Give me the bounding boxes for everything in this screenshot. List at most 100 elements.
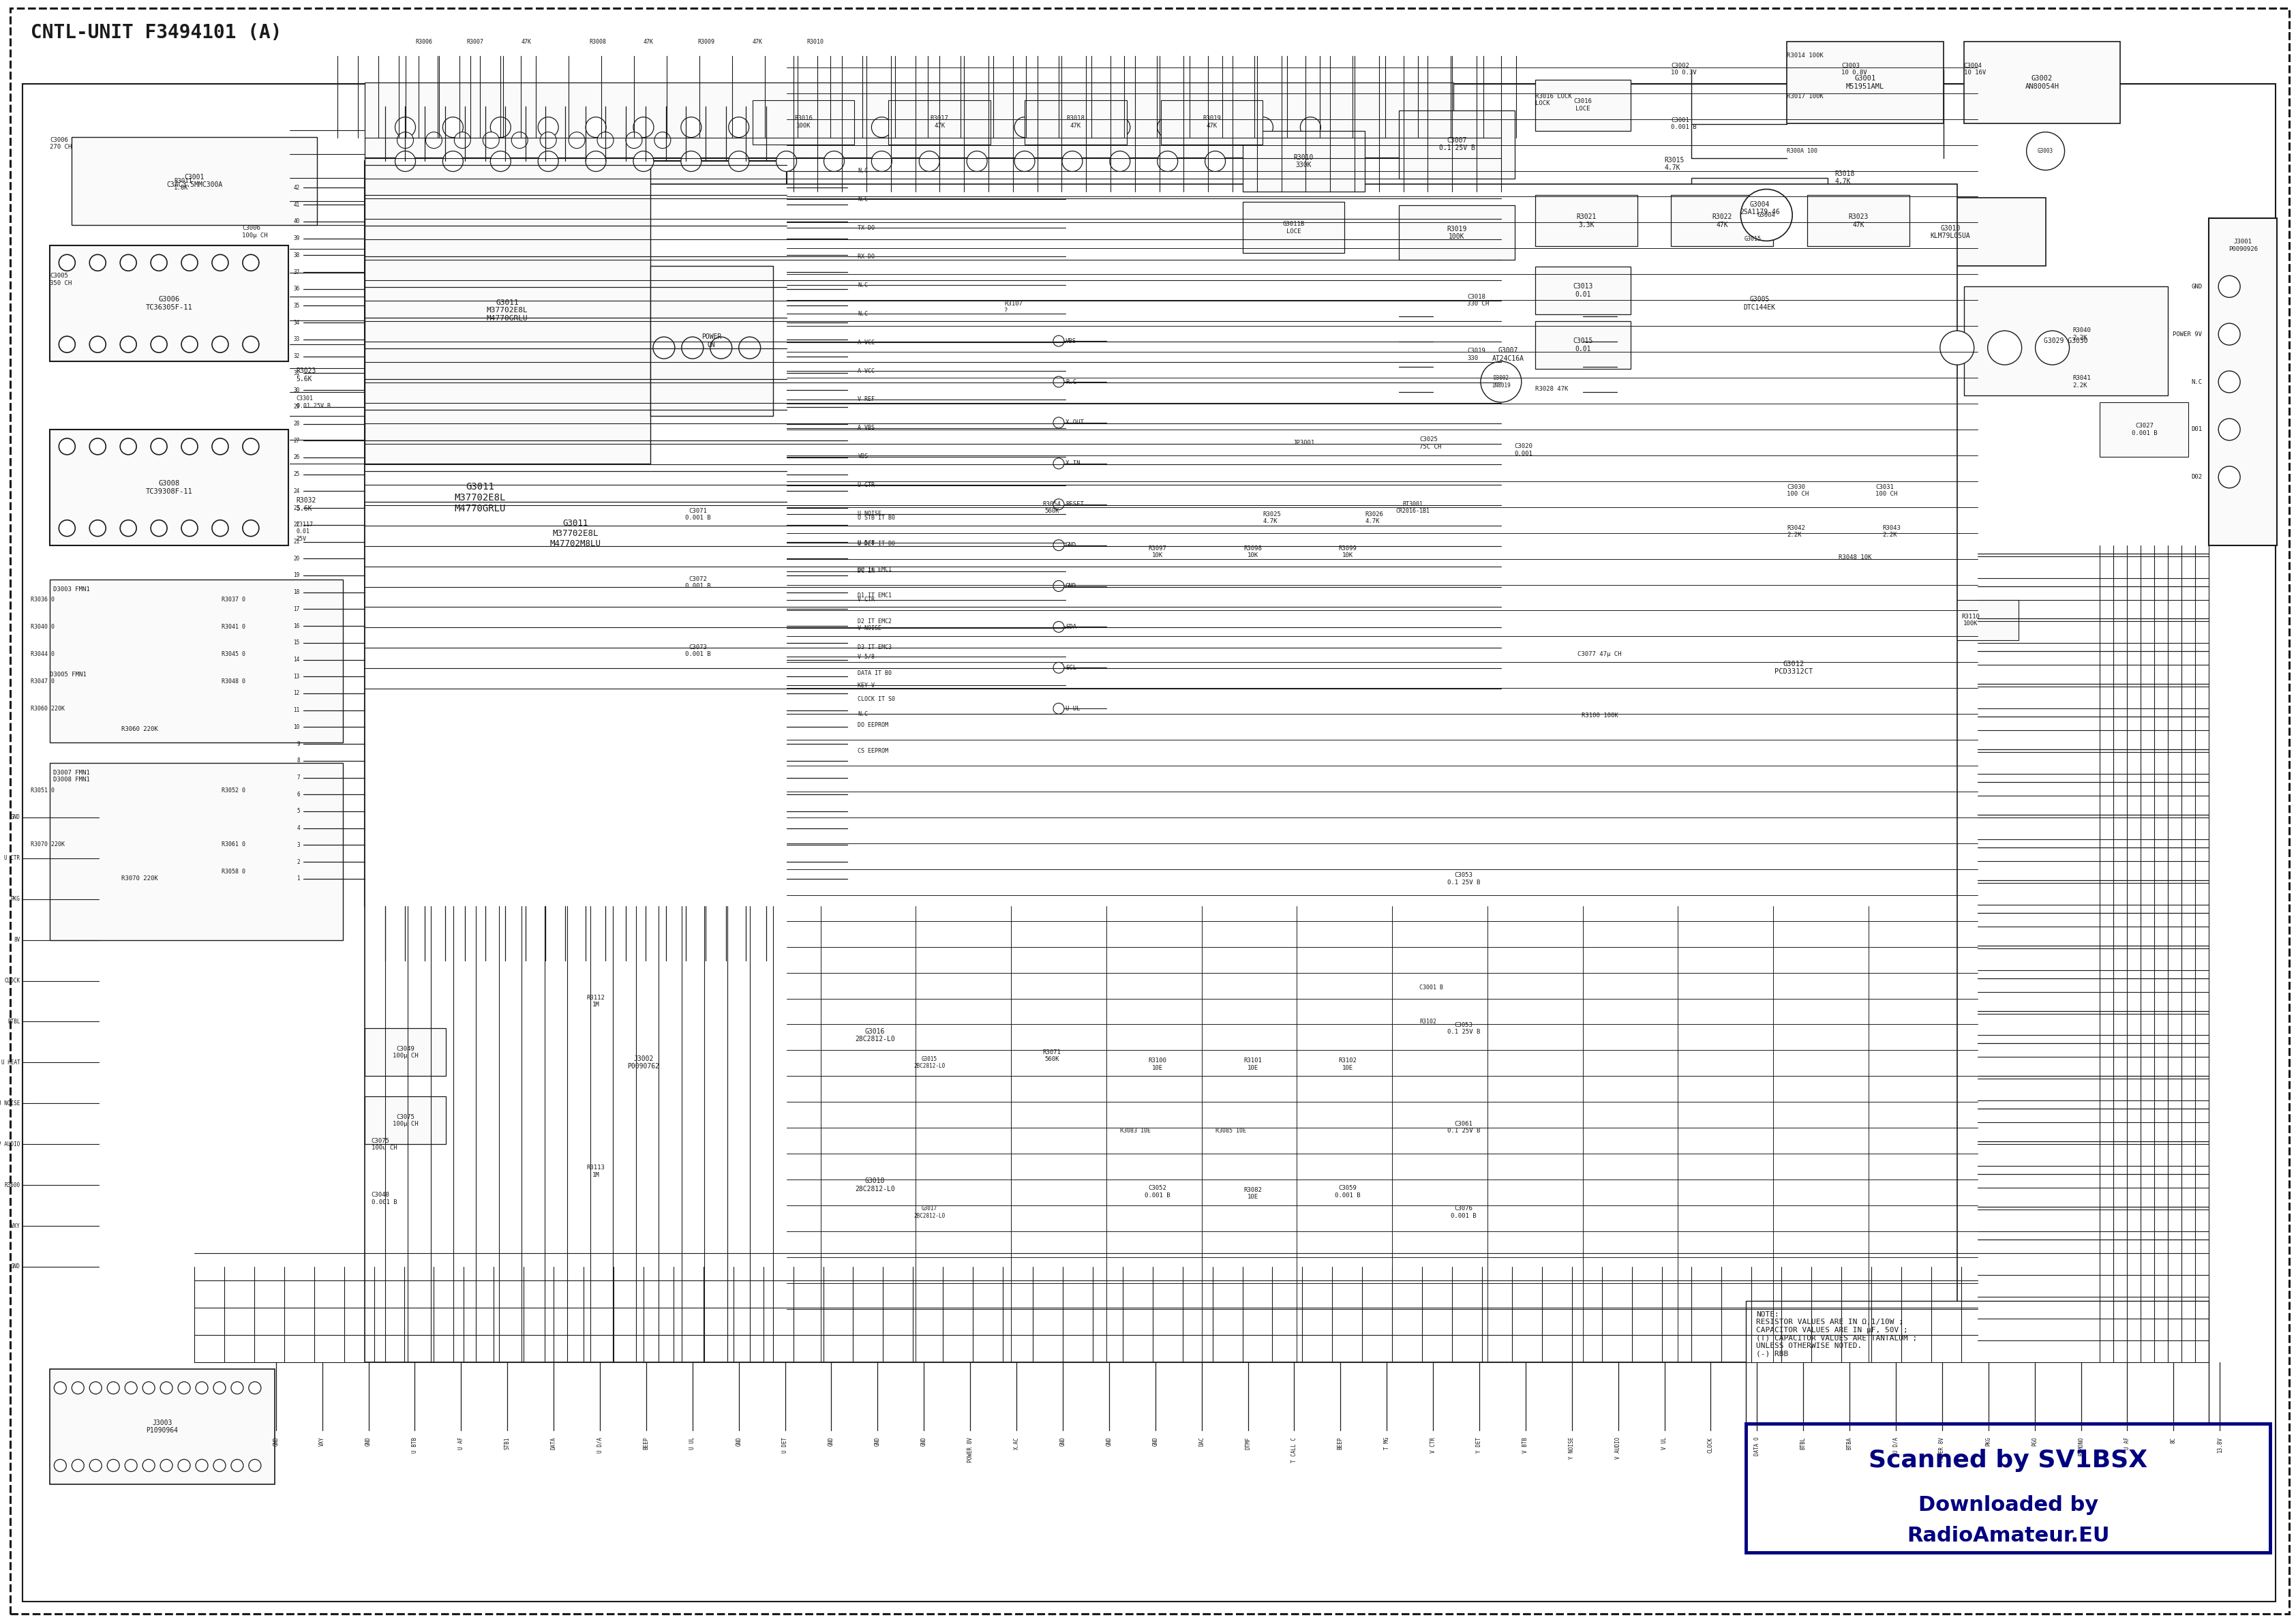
Text: 16: 16 — [294, 623, 301, 629]
Text: U UL: U UL — [1065, 706, 1079, 712]
Text: N.C: N.C — [859, 282, 868, 289]
Text: N.C: N.C — [859, 311, 868, 316]
Circle shape — [1697, 707, 1713, 723]
Bar — [1215, 1046, 1290, 1083]
Circle shape — [90, 521, 106, 537]
Text: R3028 47K: R3028 47K — [1536, 386, 1568, 391]
Bar — [753, 101, 854, 144]
Text: T CALL C: T CALL C — [1290, 1437, 1297, 1461]
Text: POWER
ON: POWER ON — [703, 334, 721, 349]
Bar — [781, 1131, 971, 1239]
Text: U DET IT B0: U DET IT B0 — [859, 540, 895, 547]
Circle shape — [179, 1460, 191, 1471]
Text: G3011
M37702E8L
M4770GRLU: G3011 M37702E8L M4770GRLU — [487, 298, 528, 321]
Circle shape — [232, 1460, 243, 1471]
Circle shape — [627, 131, 643, 148]
Text: A VCC: A VCC — [859, 339, 875, 345]
Text: U HEAT: U HEAT — [2, 1059, 21, 1066]
Text: 47K: 47K — [753, 39, 762, 45]
Text: J3002
P0090762: J3002 P0090762 — [627, 1056, 659, 1071]
Text: D3 IT EMC3: D3 IT EMC3 — [859, 644, 891, 650]
Text: R3026
4.7K: R3026 4.7K — [1364, 511, 1382, 524]
Text: R3083 10E: R3083 10E — [1120, 1127, 1150, 1134]
Text: DATA: DATA — [551, 1437, 556, 1450]
Text: U AF: U AF — [457, 1437, 464, 1450]
Circle shape — [1793, 611, 1809, 628]
Circle shape — [693, 1056, 707, 1069]
Text: POWER 9V: POWER 9V — [2172, 331, 2202, 337]
Circle shape — [569, 131, 585, 148]
Text: C3015
0.01: C3015 0.01 — [1573, 337, 1593, 352]
Text: PKG: PKG — [1986, 1437, 1991, 1447]
Bar — [1855, 198, 2046, 266]
Text: R3061 0: R3061 0 — [220, 842, 246, 848]
Text: V BTB: V BTB — [1522, 1437, 1529, 1453]
Text: U NOISE: U NOISE — [0, 1100, 21, 1106]
Circle shape — [670, 1056, 684, 1069]
Circle shape — [119, 255, 135, 271]
Circle shape — [90, 336, 106, 352]
Circle shape — [728, 151, 748, 172]
Bar — [51, 430, 289, 545]
Circle shape — [1254, 151, 1272, 172]
Circle shape — [1481, 362, 1522, 402]
Text: C3003
10 0.8V: C3003 10 0.8V — [1841, 63, 1867, 76]
Text: R3036 0: R3036 0 — [30, 597, 55, 603]
Text: TX DO: TX DO — [859, 225, 875, 230]
Circle shape — [2218, 418, 2241, 440]
Text: A VCC: A VCC — [859, 368, 875, 375]
Text: R3018
4.7K: R3018 4.7K — [1835, 170, 1855, 185]
Circle shape — [918, 151, 939, 172]
Bar — [1536, 321, 1630, 368]
Text: R3009: R3009 — [698, 39, 714, 45]
Text: X.AC: X.AC — [1013, 1437, 1019, 1450]
Text: 15: 15 — [294, 639, 301, 646]
Bar — [51, 762, 342, 941]
Text: R3037 0: R3037 0 — [220, 597, 246, 603]
Text: CS EEPROM: CS EEPROM — [859, 748, 889, 754]
Circle shape — [585, 117, 606, 138]
Circle shape — [556, 1056, 569, 1069]
Bar — [1419, 1096, 1508, 1158]
Circle shape — [1054, 457, 1063, 469]
Text: C3002
10 0.3V: C3002 10 0.3V — [1671, 63, 1697, 76]
Text: PKG: PKG — [11, 895, 21, 902]
Text: C3077 47μ CH: C3077 47μ CH — [1577, 650, 1621, 657]
Circle shape — [1839, 611, 1857, 628]
Text: Downloaded by: Downloaded by — [1917, 1495, 2099, 1515]
Text: BEEP: BEEP — [1336, 1437, 1343, 1450]
Circle shape — [682, 117, 700, 138]
Text: G3011
M37702E8L
M47702M8LU: G3011 M37702E8L M47702M8LU — [549, 519, 602, 548]
Text: 47K: 47K — [643, 39, 654, 45]
Text: GND: GND — [2190, 284, 2202, 290]
Bar — [1786, 535, 1924, 579]
Bar — [1120, 1171, 1194, 1212]
Bar — [1554, 694, 1644, 736]
Text: N.C: N.C — [859, 167, 868, 174]
Text: C3027
0.001 B: C3027 0.001 B — [2131, 423, 2156, 436]
Circle shape — [211, 336, 227, 352]
Circle shape — [1109, 117, 1130, 138]
Text: Y NOISE: Y NOISE — [1568, 1437, 1575, 1458]
Bar — [1692, 178, 1828, 238]
Text: R3097
10K: R3097 10K — [1148, 545, 1166, 558]
Circle shape — [2034, 331, 2069, 365]
Bar — [1807, 195, 1910, 247]
Circle shape — [142, 1382, 154, 1393]
Text: 25: 25 — [294, 472, 301, 477]
Text: R3101
10E: R3101 10E — [1244, 1058, 1263, 1071]
Text: T MG: T MG — [1384, 1437, 1389, 1450]
Circle shape — [824, 151, 845, 172]
Text: R3019
100K: R3019 100K — [1446, 225, 1467, 240]
Text: C3061
0.1 25V B: C3061 0.1 25V B — [1446, 1121, 1481, 1134]
Bar — [1536, 266, 1630, 315]
Circle shape — [211, 438, 227, 454]
Text: 14: 14 — [294, 657, 301, 663]
Bar — [657, 560, 739, 607]
Circle shape — [1157, 151, 1178, 172]
Text: GND: GND — [1153, 1437, 1159, 1447]
Circle shape — [967, 151, 987, 172]
Circle shape — [161, 1460, 172, 1471]
Text: C3006
100μ CH: C3006 100μ CH — [241, 225, 269, 238]
Text: N.C: N.C — [859, 196, 868, 203]
